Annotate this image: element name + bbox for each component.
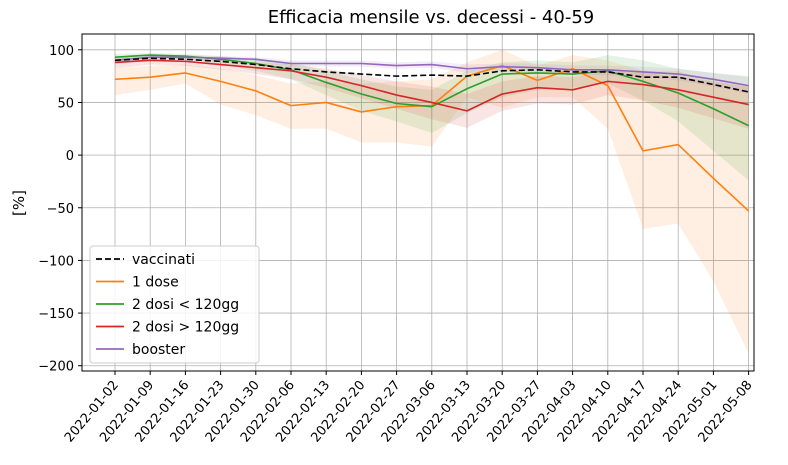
y-tick-label: −150 [38, 307, 74, 322]
y-tick-label: −200 [38, 360, 74, 375]
legend-label: 2 dosi < 120gg [132, 297, 239, 313]
band-1-dose [115, 49, 749, 354]
legend-label: 1 dose [132, 275, 179, 291]
y-tick-label: 100 [49, 44, 74, 59]
y-tick-label: −50 [47, 202, 74, 217]
band-2-dosi-120gg [115, 57, 749, 129]
y-tick-label: 50 [57, 96, 74, 111]
y-axis: 100 50 0 −50 −100 −150 −200 [38, 44, 82, 375]
legend-box [89, 245, 260, 364]
line-1-dose [114, 64, 750, 212]
x-axis: 2022-01-022022-01-092022-01-162022-01-23… [62, 371, 756, 445]
legend-label: 2 dosi > 120gg [132, 320, 239, 336]
legend-label: booster [132, 342, 185, 358]
chart-title: Efficacia mensile vs. decessi - 40-59 [268, 7, 595, 28]
legend: vaccinati 1 dose 2 dosi < 120gg 2 dosi > 12… [89, 245, 260, 364]
series-lines [114, 54, 750, 212]
y-tick-label: 0 [66, 149, 74, 164]
legend-label: vaccinati [132, 252, 195, 268]
line-vaccinati [114, 57, 749, 93]
y-axis-label: [%] [10, 190, 28, 216]
y-tick-label: −100 [38, 254, 74, 269]
grid [82, 34, 754, 371]
line-booster [114, 56, 749, 87]
plot-frame [81, 33, 755, 372]
line-2-dosi-120gg [114, 54, 749, 127]
line-2-dosi-120gg [114, 59, 749, 112]
